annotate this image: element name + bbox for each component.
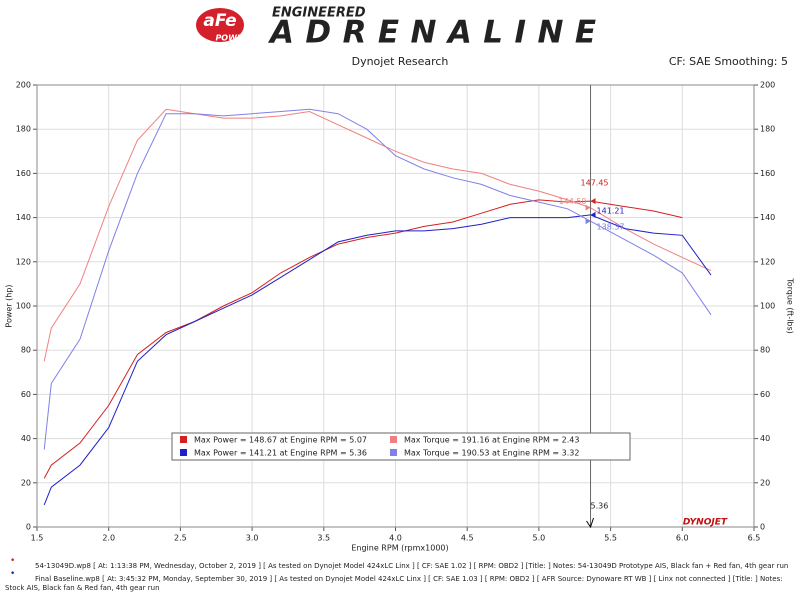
cursor-marker [590,198,596,205]
y-tick-label: 100 [16,302,31,311]
corner-text: CF: SAE Smoothing: 5 [669,55,788,68]
note-marker: • [10,556,16,566]
note-text: Final Baseline.wp8 [ At: 3:45:32 PM, Mon… [5,575,783,592]
y-tick-label: 180 [16,125,31,134]
plot-frame [36,84,755,528]
cursor-marker [590,211,596,218]
legend-entry: Max Power = 141.21 at Engine RPM = 5.36 [194,449,367,458]
y2-tick-label: 0 [760,523,765,532]
legend-entry: Max Power = 148.67 at Engine RPM = 5.07 [194,436,367,445]
legend-swatch [180,436,187,443]
watermark: DYNOJET [683,518,728,528]
x-tick-label: 3.5 [317,534,330,543]
x-axis-label: Engine RPM (rpmx1000) [351,544,448,553]
legend: Max Power = 148.67 at Engine RPM = 5.07 M… [171,432,631,461]
tagline-top: ENGINEERED [272,6,366,21]
y-axis-label: Power (hp) [5,284,14,327]
y2-tick-label: 60 [760,390,770,399]
y2-tick-label: 120 [760,257,775,266]
legend-swatch [390,449,397,456]
y2-tick-label: 140 [760,213,775,222]
y-tick-label: 160 [16,169,31,178]
cursor-readout: 141.21 [597,206,625,215]
y-tick-label: 140 [16,213,31,222]
y-tick-label: 0 [26,523,31,532]
x-tick-label: 5.5 [604,534,617,543]
legend-swatch [180,449,187,456]
y-tick-label: 120 [16,257,31,266]
chart-title: Dynojet Research [352,55,449,68]
y2-tick-label: 100 [760,302,775,311]
x-tick-label: 2.0 [102,534,115,543]
cursor-arrow [586,517,594,529]
y2-tick-label: 20 [760,478,770,487]
cursor-x-label: 5.36 [591,502,609,511]
y2-tick-label: 160 [760,169,775,178]
y-tick-label: 200 [16,81,31,90]
note: • 54-13049D.wp8 [ At: 1:13:38 PM, Wednesd… [5,557,797,571]
legend-swatch [390,436,397,443]
legend-entry: Max Torque = 191.16 at Engine RPM = 2.43 [404,436,579,445]
logo-sub: POWER [215,34,248,43]
y2-tick-label: 180 [760,125,775,134]
cursor-readout: 138.37 [597,223,625,232]
note-text: 54-13049D.wp8 [ At: 1:13:38 PM, Wednesda… [35,562,789,570]
note-marker: • [10,569,16,579]
logo: aFe [203,11,236,31]
x-tick-label: 6.5 [748,534,761,543]
y2-axis-label: Torque (ft-lbs) [786,277,795,334]
cursor-readout: 144.50 [559,197,587,206]
y-tick-label: 20 [21,478,31,487]
y2-tick-label: 80 [760,346,770,355]
x-tick-label: 6.0 [676,534,689,543]
x-tick-label: 5.0 [533,534,546,543]
x-tick-label: 4.0 [389,534,402,543]
y2-tick-label: 200 [760,81,775,90]
cursor-readout: 147.45 [581,179,609,188]
x-tick-label: 4.5 [461,534,474,543]
y-tick-label: 40 [21,434,31,443]
y2-tick-label: 40 [760,434,770,443]
note: • Final Baseline.wp8 [ At: 3:45:32 PM, Mo… [5,570,797,593]
cursor-marker [585,204,591,211]
tagline: ADRENALINE [267,15,596,51]
cursor-marker [585,218,591,225]
x-tick-label: 1.5 [31,534,44,543]
x-tick-label: 2.5 [174,534,187,543]
legend-entry: Max Torque = 190.53 at Engine RPM = 3.32 [404,449,579,458]
logo-badge [196,8,244,42]
y-tick-label: 60 [21,390,31,399]
y-tick-label: 80 [21,346,31,355]
chart: aFe POWER ENGINEERED ADRENALINE Dynojet … [5,6,795,553]
x-tick-label: 3.0 [246,534,259,543]
series-line [43,199,683,479]
legend-box [171,432,631,461]
